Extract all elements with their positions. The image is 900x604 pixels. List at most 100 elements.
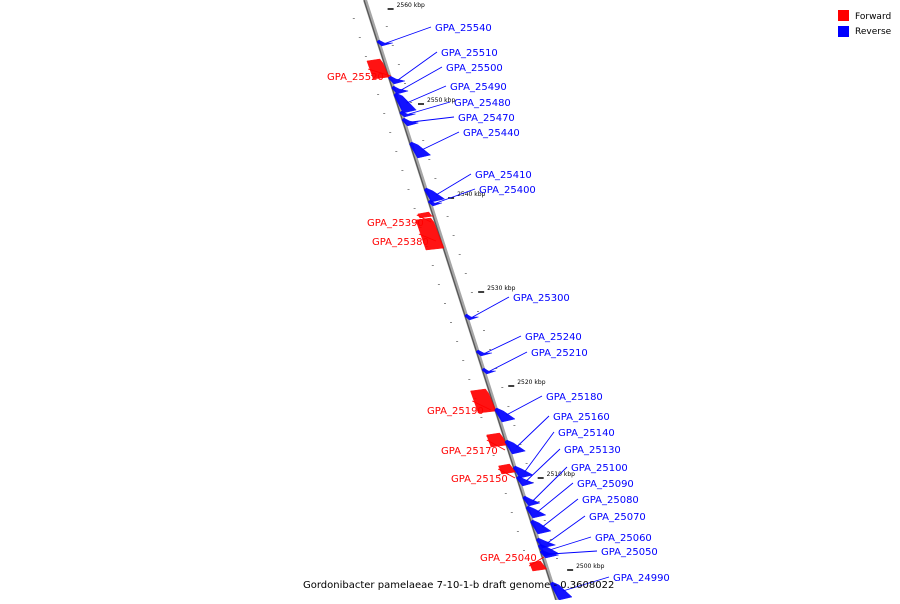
gene-label-gpa-25050: GPA_25050 xyxy=(601,547,658,558)
gene-feature-gpa-25390 xyxy=(417,211,434,219)
gene-label-gpa-25190: GPA_25190 xyxy=(427,406,484,417)
scale-tick-label: 2500 kbp xyxy=(576,563,604,570)
gene-label-gpa-25440: GPA_25440 xyxy=(463,128,520,139)
scale-tick: 2560 kbp xyxy=(387,2,425,10)
gene-leader-gpa-25100 xyxy=(532,466,568,502)
gene-feature-gpa-25080 xyxy=(530,519,552,535)
gene-label-gpa-25130: GPA_25130 xyxy=(564,445,621,456)
gene-label-gpa-25410: GPA_25410 xyxy=(475,170,532,181)
gene-label-gpa-25380: GPA_25380 xyxy=(372,237,429,248)
gene-leader-gpa-25400 xyxy=(436,188,476,204)
gene-feature-gpa-25500 xyxy=(391,85,409,95)
gene-label-gpa-25400: GPA_25400 xyxy=(479,185,536,196)
gene-leader-gpa-25510 xyxy=(397,51,438,81)
gene-label-gpa-25390: GPA_25390 xyxy=(367,218,424,229)
gene-leader-gpa-25410 xyxy=(435,173,472,196)
gene-leader-gpa-25180 xyxy=(506,395,543,416)
gene-feature-gpa-25510 xyxy=(387,75,405,85)
scale-tick: 2550 kbp xyxy=(418,97,455,105)
legend-forward-label: Forward xyxy=(855,12,891,22)
gene-label-gpa-25510: GPA_25510 xyxy=(441,48,498,59)
gene-leader-gpa-25150 xyxy=(497,468,516,479)
legend: Forward Reverse xyxy=(838,10,892,37)
gene-leader-gpa-25060 xyxy=(549,536,592,551)
gene-leader-gpa-25130 xyxy=(525,448,561,482)
gene-label-gpa-25040: GPA_25040 xyxy=(480,553,537,564)
gene-feature-gpa-25240 xyxy=(475,349,492,357)
gene-leader-gpa-25190 xyxy=(472,400,492,411)
gene-feature-gpa-25300 xyxy=(464,313,479,321)
legend-reverse-label: Reverse xyxy=(855,27,892,37)
gene-label-gpa-25160: GPA_25160 xyxy=(553,412,610,423)
label-leader-lines xyxy=(367,26,610,592)
gene-label-gpa-25480: GPA_25480 xyxy=(454,98,511,109)
gene-leader-gpa-25500 xyxy=(400,66,443,91)
gene-label-gpa-25100: GPA_25100 xyxy=(571,463,628,474)
scale-tick-label: 2540 kbp xyxy=(457,191,485,198)
gene-label-gpa-25090: GPA_25090 xyxy=(577,479,634,490)
scale-tick: 2530 kbp xyxy=(478,285,516,293)
legend-forward-swatch xyxy=(838,10,849,21)
gene-labels: GPA_25540 GPA_25520 GPA_25510 GPA_25500 GPA_… xyxy=(327,23,670,584)
gene-feature-gpa-25090 xyxy=(525,505,547,519)
scale-tick-label: 2560 kbp xyxy=(397,2,425,9)
gene-feature-gpa-25400 xyxy=(427,199,442,207)
gene-leader-gpa-25520 xyxy=(367,68,392,77)
gene-leader-gpa-25490 xyxy=(406,85,447,104)
gene-leader-gpa-25470 xyxy=(411,116,455,123)
gene-leader-gpa-25210 xyxy=(489,351,528,372)
gene-label-gpa-25520: GPA_25520 xyxy=(327,72,384,83)
gene-leader-gpa-25440 xyxy=(421,131,460,151)
gene-leader-gpa-25040 xyxy=(528,556,545,567)
legend-reverse-swatch xyxy=(838,26,849,37)
gene-leader-gpa-25090 xyxy=(537,482,574,513)
gene-label-gpa-25140: GPA_25140 xyxy=(558,428,615,439)
gene-leader-gpa-25540 xyxy=(386,26,432,44)
scale-tick: 2500 kbp xyxy=(567,563,605,571)
gene-feature-gpa-25480 xyxy=(399,110,416,118)
gene-label-gpa-25210: GPA_25210 xyxy=(531,348,588,359)
genome-caption: Gordonibacter pamelaeae 7-10-1-b draft g… xyxy=(303,580,614,591)
gene-label-gpa-25490: GPA_25490 xyxy=(450,82,507,93)
gene-leader-gpa-25300 xyxy=(472,296,510,318)
gene-leader-gpa-25080 xyxy=(541,498,579,528)
gene-feature-gpa-25380 xyxy=(415,217,445,251)
gene-leader-gpa-25380 xyxy=(418,233,437,242)
gene-features xyxy=(366,39,573,601)
scale-tick-label: 2520 kbp xyxy=(517,379,545,386)
gene-label-gpa-25240: GPA_25240 xyxy=(525,332,582,343)
gene-feature-gpa-25160 xyxy=(504,439,526,455)
gene-feature-gpa-25210 xyxy=(481,367,496,375)
gene-feature-gpa-25050 xyxy=(539,549,559,559)
gene-leader-gpa-24990 xyxy=(562,576,610,592)
gene-label-gpa-25470: GPA_25470 xyxy=(458,113,515,124)
gene-label-gpa-25170: GPA_25170 xyxy=(441,446,498,457)
scale-tick: 2510 kbp xyxy=(537,471,575,479)
gene-feature-gpa-25190 xyxy=(470,388,497,414)
gene-leader-gpa-25140 xyxy=(524,431,555,473)
gene-feature-gpa-24990 xyxy=(549,581,573,601)
gene-label-gpa-25180: GPA_25180 xyxy=(546,392,603,403)
gene-feature-gpa-25100 xyxy=(522,495,541,507)
gene-feature-gpa-25490 xyxy=(393,92,417,114)
gene-leader-gpa-25170 xyxy=(486,439,506,451)
gene-feature-gpa-25540 xyxy=(376,39,393,47)
gene-leader-gpa-25160 xyxy=(516,415,550,448)
gene-label-gpa-25070: GPA_25070 xyxy=(589,512,646,523)
gene-label-gpa-24990: GPA_24990 xyxy=(613,573,670,584)
gene-label-gpa-25080: GPA_25080 xyxy=(582,495,639,506)
gene-label-gpa-25540: GPA_25540 xyxy=(435,23,492,34)
gene-feature-gpa-25170 xyxy=(486,432,508,448)
gene-leader-gpa-25050 xyxy=(550,550,598,555)
gene-feature-gpa-25130 xyxy=(515,475,535,487)
gene-leader-gpa-25240 xyxy=(485,335,522,354)
scale-tick-label: 2530 kbp xyxy=(487,285,515,292)
scale-tick-label: 2550 kbp xyxy=(427,97,455,104)
gene-feature-gpa-25440 xyxy=(409,141,432,159)
gene-leader-gpa-25480 xyxy=(408,101,451,115)
gene-feature-gpa-25470 xyxy=(401,117,419,127)
gene-label-gpa-25150: GPA_25150 xyxy=(451,474,508,485)
gene-leader-gpa-25390 xyxy=(416,214,432,223)
